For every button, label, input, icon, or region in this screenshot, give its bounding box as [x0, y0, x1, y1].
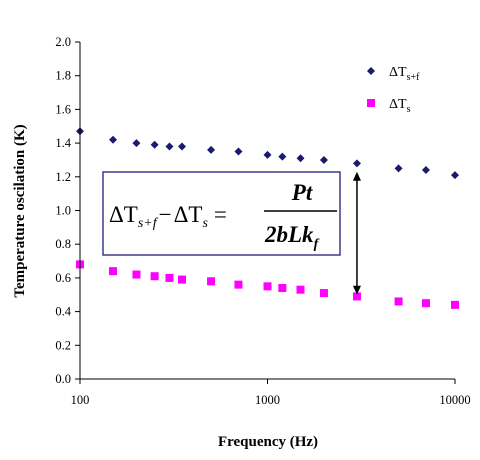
data-point-diamond: [150, 140, 159, 149]
data-point-diamond: [278, 152, 287, 161]
y-tick-label: 1.4: [55, 136, 71, 150]
data-point-diamond: [109, 135, 118, 144]
equation-numerator: Pt: [291, 180, 313, 205]
y-axis-title: Temperature oscilation (K): [12, 124, 28, 297]
y-tick-label: 1.2: [55, 170, 71, 184]
data-point-square: [278, 284, 287, 293]
y-tick-label: 0.0: [55, 372, 71, 386]
data-point-square: [296, 285, 305, 294]
y-tick-label: 0.2: [55, 338, 71, 352]
data-point-square: [394, 297, 403, 306]
data-point-diamond: [394, 164, 403, 173]
arrow-head-top: [352, 171, 361, 181]
equation-lhs: ΔTs+f−ΔTs =: [109, 202, 227, 231]
data-point-square: [263, 282, 272, 291]
y-tick-label: 1.6: [55, 102, 71, 116]
data-point-square: [207, 277, 216, 286]
data-point-diamond: [263, 150, 272, 159]
data-point-square: [451, 300, 459, 309]
data-point-square: [234, 280, 243, 289]
markers-layer: [76, 127, 459, 309]
data-point-square: [421, 299, 430, 308]
data-point-square: [165, 273, 174, 282]
data-point-diamond: [207, 145, 216, 154]
y-tick-label: 1.0: [55, 204, 71, 218]
y-tick-label: 2.0: [55, 35, 71, 49]
data-point-diamond: [421, 166, 430, 175]
data-point-diamond: [234, 147, 243, 156]
x-tick-label: 10000: [439, 393, 470, 407]
y-tick-label: 0.4: [55, 305, 71, 319]
data-point-square: [178, 275, 187, 284]
equation-box: ΔTs+f−ΔTs = Pt 2bLkf: [102, 171, 341, 256]
y-tick-label: 1.8: [55, 69, 71, 83]
data-point-diamond: [352, 159, 361, 168]
y-tick-label: 0.6: [55, 271, 71, 285]
x-tick-label: 100: [71, 393, 90, 407]
data-point-square: [109, 267, 118, 276]
y-tick-label: 0.8: [55, 237, 71, 251]
data-point-square: [319, 289, 328, 298]
data-point-square: [352, 292, 361, 301]
legend-marker-diamond: [367, 67, 375, 75]
ticks-layer: 0.0 0.2 0.4 0.6 0.8 1.0 1.2 1.4 1.6 1.8 2.0 100 1000…: [55, 35, 470, 407]
x-tick-label: 1000: [255, 393, 280, 407]
data-point-diamond: [132, 139, 141, 148]
data-point-diamond: [296, 154, 305, 163]
legend-marker-square: [367, 99, 375, 107]
legend-label-series-1: ΔTs+f: [389, 65, 420, 83]
legend: ΔTs+f ΔTs: [367, 65, 420, 115]
difference-arrow: [352, 171, 361, 295]
x-axis-title: Frequency (Hz): [218, 434, 318, 450]
data-point-square: [132, 270, 141, 279]
data-point-diamond: [165, 142, 174, 151]
equation-denominator: 2bLkf: [264, 222, 320, 252]
arrow-head-bottom: [352, 285, 361, 295]
legend-label-series-2: ΔTs: [389, 97, 411, 115]
data-point-diamond: [319, 155, 328, 164]
data-point-square: [150, 272, 159, 281]
data-point-diamond: [178, 142, 187, 151]
data-point-diamond: [451, 171, 459, 180]
equation-box-frame: [102, 171, 341, 256]
